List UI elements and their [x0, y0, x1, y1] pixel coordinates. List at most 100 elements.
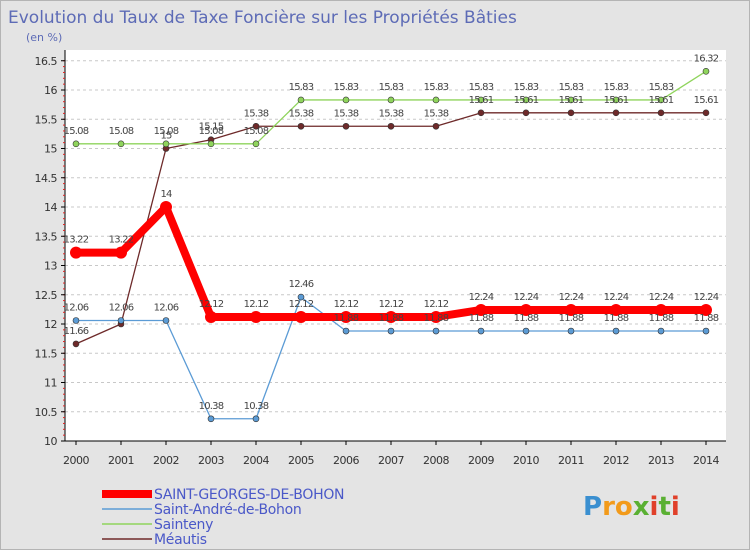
- data-point: [520, 303, 532, 316]
- y-tick-label: 15.5: [35, 113, 58, 126]
- logo-letter: i: [671, 492, 680, 522]
- data-point: [567, 96, 575, 104]
- data-point: [432, 327, 440, 335]
- data-point: [702, 327, 710, 335]
- gridlines: [65, 60, 726, 413]
- data-point: [252, 122, 260, 130]
- x-tick-label: 2004: [243, 454, 269, 467]
- data-label: 15.61: [694, 95, 719, 106]
- series-layer: [70, 67, 712, 423]
- data-label: 12.24: [559, 292, 584, 303]
- proxiti-logo-text: Proxiti: [583, 492, 680, 522]
- data-label: 11.88: [649, 313, 674, 324]
- data-point: [72, 317, 80, 324]
- x-tick-label: 2012: [603, 454, 629, 467]
- data-label: 15.38: [289, 108, 314, 119]
- y-tick-label: 11.5: [35, 347, 58, 360]
- data-label: 12.24: [649, 292, 674, 303]
- data-point: [117, 317, 125, 324]
- data-label: 12.24: [469, 292, 494, 303]
- data-label: 11.88: [694, 313, 719, 324]
- y-tick-label: 11: [44, 377, 57, 390]
- data-label: 15.83: [649, 82, 674, 93]
- data-point: [610, 303, 622, 316]
- y-tick-label: 14: [44, 201, 57, 214]
- data-point: [477, 327, 485, 335]
- data-point: [342, 122, 350, 130]
- data-label: 15.83: [514, 82, 539, 93]
- data-label: 10.38: [199, 401, 224, 412]
- data-point: [387, 327, 395, 335]
- x-tick-label: 2008: [423, 454, 449, 467]
- data-point: [567, 109, 575, 117]
- y-tick-label: 13.5: [35, 230, 58, 243]
- x-tick-label: 2005: [288, 454, 314, 467]
- data-label: 12.24: [604, 292, 629, 303]
- data-label: 11.66: [64, 326, 89, 337]
- x-tick-label: 2010: [513, 454, 539, 467]
- data-point: [252, 415, 260, 423]
- data-point: [477, 96, 485, 104]
- data-label: 12.12: [424, 299, 449, 310]
- data-label: 15.08: [109, 126, 134, 137]
- x-tick-label: 2014: [693, 454, 719, 467]
- data-label: 15.08: [244, 126, 269, 137]
- legend: SAINT-GEORGES-DE-BOHONSaint-André-de-Boh…: [102, 487, 345, 548]
- data-point: [567, 327, 575, 335]
- data-label: 15.38: [424, 108, 449, 119]
- data-point: [702, 67, 710, 75]
- legend-entry: Méautis: [154, 532, 207, 548]
- data-point: [700, 303, 712, 316]
- data-label: 12.12: [244, 299, 269, 310]
- legend-entry: Sainteny: [154, 517, 213, 533]
- legend-entry: SAINT-GEORGES-DE-BOHON: [154, 487, 344, 503]
- data-label: 14: [160, 189, 172, 200]
- data-label: 11.88: [559, 313, 584, 324]
- data-point: [252, 140, 260, 148]
- data-label: 15.61: [604, 95, 629, 106]
- y-tick-label: 12.5: [35, 289, 58, 302]
- data-point: [385, 310, 397, 323]
- data-point: [565, 303, 577, 316]
- data-point: [430, 310, 442, 323]
- logo-letter: i: [650, 492, 659, 522]
- data-labels: 11.66 15 15.15 15.38 15.38 15.38 15.38 15.38 15.…: [64, 53, 720, 412]
- data-point: [612, 109, 620, 117]
- data-point: [70, 246, 82, 259]
- data-point: [160, 201, 172, 213]
- data-label: 12.24: [514, 292, 539, 303]
- x-tick-label: 2000: [63, 454, 89, 467]
- data-label: 11.88: [469, 313, 494, 324]
- data-label: 15.61: [469, 95, 494, 106]
- data-label: 12.06: [109, 302, 134, 313]
- data-label: 15.83: [289, 82, 314, 93]
- logo-letter: o: [615, 492, 633, 522]
- data-label: 11.88: [604, 313, 629, 324]
- x-tick-label: 2007: [378, 454, 404, 467]
- data-point: [522, 96, 530, 104]
- data-label: 12.12: [199, 299, 224, 310]
- data-point: [657, 327, 665, 335]
- data-point: [205, 310, 217, 323]
- data-label: 15.83: [604, 82, 629, 93]
- data-label: 15.15: [199, 122, 224, 133]
- data-point: [475, 303, 487, 316]
- data-point: [342, 96, 350, 104]
- data-label: 12.12: [289, 299, 314, 310]
- data-label: 12.12: [379, 299, 404, 310]
- data-point: [162, 140, 170, 148]
- data-label: 13.22: [64, 235, 89, 246]
- data-point: [657, 96, 665, 104]
- data-label: 15.83: [469, 82, 494, 93]
- data-point: [522, 327, 530, 335]
- data-point: [387, 122, 395, 130]
- data-label: 15.83: [559, 82, 584, 93]
- data-point: [612, 327, 620, 335]
- data-label: 15.38: [334, 108, 359, 119]
- y-tick-label: 15: [44, 143, 57, 156]
- data-point: [162, 317, 170, 324]
- x-tick-label: 2011: [558, 454, 584, 467]
- data-label: 12.06: [64, 302, 89, 313]
- y-tick-label: 10.5: [35, 406, 58, 419]
